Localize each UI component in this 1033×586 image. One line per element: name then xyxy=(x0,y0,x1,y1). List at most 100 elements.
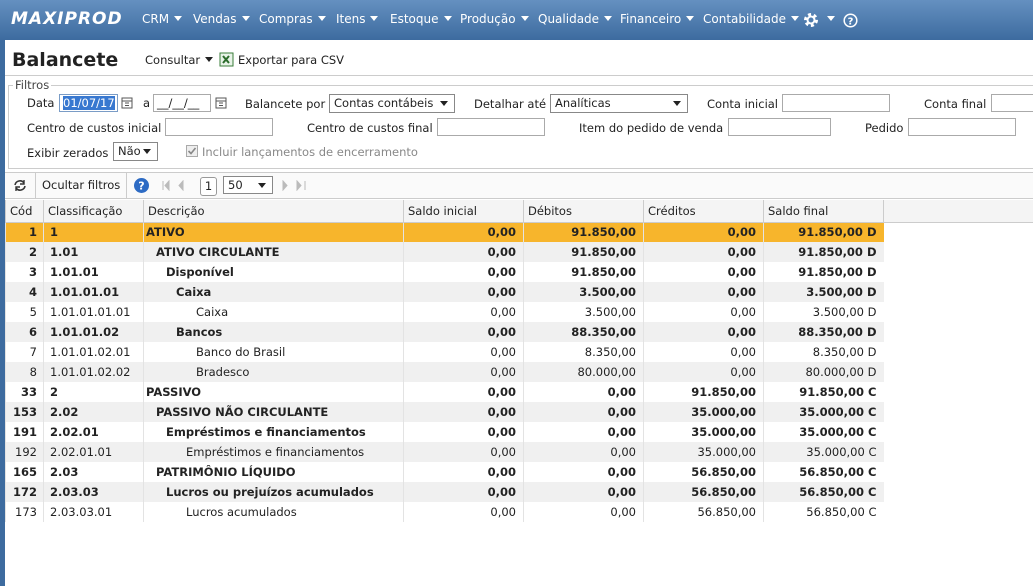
cell: 56.850,00 xyxy=(644,482,764,502)
cell: 56.850,00 C xyxy=(764,462,884,482)
select[interactable]: Não xyxy=(113,142,158,161)
column-header[interactable]: Saldo final xyxy=(764,200,884,222)
table-row[interactable]: 1922.02.01.01Empréstimos e financiamento… xyxy=(6,442,1033,462)
menu-item[interactable]: Vendas xyxy=(193,12,250,26)
text-input[interactable] xyxy=(991,94,1033,112)
cell: 1.01 xyxy=(44,242,144,262)
table-row[interactable]: 332PASSIVO0,000,0091.850,0091.850,00 C xyxy=(6,382,1033,402)
label: Pedido xyxy=(865,121,903,135)
menu-item[interactable]: Compras xyxy=(259,12,326,26)
column-header[interactable]: Débitos xyxy=(524,200,644,222)
column-header[interactable]: Descrição xyxy=(144,200,404,222)
page-number[interactable]: 1 xyxy=(200,177,217,196)
text-input[interactable] xyxy=(728,118,831,136)
cell: 5 xyxy=(6,302,44,322)
column-header[interactable]: Cód xyxy=(6,200,44,222)
cell-empty xyxy=(884,482,1033,502)
table-row[interactable]: 31.01.01Disponível0,0091.850,000,0091.85… xyxy=(6,262,1033,282)
menu-item[interactable]: CRM xyxy=(142,12,182,26)
text-input[interactable] xyxy=(165,118,273,136)
cell: 35.000,00 C xyxy=(764,422,884,442)
table-row[interactable]: 1722.03.03Lucros ou prejuízos acumulados… xyxy=(6,482,1033,502)
cell: 91.850,00 D xyxy=(764,262,884,282)
text-input[interactable] xyxy=(782,94,890,112)
date-from[interactable]: 01/07/17 xyxy=(59,94,118,112)
menu-item[interactable]: Contabilidade xyxy=(703,12,799,26)
menu-item[interactable]: Itens xyxy=(336,12,378,26)
pager-prev[interactable] xyxy=(161,180,201,191)
menu-label[interactable]: Estoque xyxy=(390,12,439,26)
table-row[interactable]: 11ATIVO0,0091.850,000,0091.850,00 D xyxy=(6,222,1033,242)
cell: 0,00 xyxy=(644,262,764,282)
pager-next[interactable] xyxy=(279,180,309,191)
cell: 0,00 xyxy=(644,282,764,302)
cell: 4 xyxy=(6,282,44,302)
cell: 56.850,00 C xyxy=(764,502,884,522)
table-row[interactable]: 81.01.01.02.02Bradesco0,0080.000,000,008… xyxy=(6,362,1033,382)
cell: 0,00 xyxy=(404,382,524,402)
cell: 1 xyxy=(44,222,144,242)
logo[interactable]: MAXIPROD xyxy=(11,9,123,29)
select[interactable]: Analíticas xyxy=(550,94,688,113)
table-row[interactable]: 1652.03PATRIMÔNIO LÍQUIDO0,000,0056.850,… xyxy=(6,462,1033,482)
menu-label[interactable]: Compras xyxy=(259,12,313,26)
svg-text:?: ? xyxy=(138,180,144,193)
cell-empty xyxy=(884,462,1033,482)
table-row[interactable]: 1732.03.03.01Lucros acumulados0,000,0056… xyxy=(6,502,1033,522)
caret xyxy=(673,101,681,106)
caret xyxy=(242,16,250,21)
cell-empty xyxy=(884,242,1033,262)
table-row[interactable]: 51.01.01.01.01Caixa0,003.500,000,003.500… xyxy=(6,302,1033,322)
text-input[interactable] xyxy=(437,118,545,136)
menu-item[interactable]: Financeiro xyxy=(620,12,694,26)
column-header[interactable]: Classificação xyxy=(44,200,144,222)
button-label[interactable]: Ocultar filtros xyxy=(42,178,120,192)
menu-label[interactable]: Itens xyxy=(336,12,365,26)
cell: 153 xyxy=(6,402,44,422)
cell: Bancos xyxy=(144,322,404,342)
menu-item[interactable]: Qualidade xyxy=(538,12,612,26)
help-icon[interactable]: ? xyxy=(843,13,858,28)
caret xyxy=(440,101,448,106)
checkbox[interactable] xyxy=(186,145,198,157)
column-header[interactable]: Créditos xyxy=(644,200,764,222)
menu-label[interactable]: Financeiro xyxy=(620,12,681,26)
cell: Bradesco xyxy=(144,362,404,382)
export-csv[interactable]: Exportar para CSV xyxy=(238,53,344,67)
cell-empty xyxy=(884,342,1033,362)
table-row[interactable]: 1912.02.01Empréstimos e financiamentos0,… xyxy=(6,422,1033,442)
cell: 0,00 xyxy=(404,302,524,322)
consult-menu[interactable]: Consultar xyxy=(145,53,213,67)
menu-label[interactable]: Vendas xyxy=(193,12,237,26)
table-row[interactable]: 41.01.01.01Caixa0,003.500,000,003.500,00… xyxy=(6,282,1033,302)
date-to[interactable]: __/__/__ xyxy=(153,94,211,112)
help-icon[interactable]: ? xyxy=(133,177,150,194)
calendar-icon[interactable] xyxy=(121,96,133,109)
column-header[interactable]: Saldo inicial xyxy=(404,200,524,222)
menu-label[interactable]: Produção xyxy=(460,12,516,26)
menu-label[interactable]: Qualidade xyxy=(538,12,599,26)
excel-icon[interactable] xyxy=(219,52,234,67)
cell: 0,00 xyxy=(524,422,644,442)
menu-item[interactable]: Estoque xyxy=(390,12,452,26)
menu-label[interactable]: Contabilidade xyxy=(703,12,786,26)
top-nav: MAXIPROD CRM Vendas Compras Itens Estoque Pro… xyxy=(0,0,1033,40)
column-header-empty xyxy=(884,200,1033,222)
refresh-icon[interactable] xyxy=(13,179,27,192)
consult-label[interactable]: Consultar xyxy=(145,53,200,67)
table-row[interactable]: 61.01.01.02Bancos0,0088.350,000,0088.350… xyxy=(6,322,1033,342)
select[interactable]: Contas contábeis xyxy=(329,94,455,113)
menu-item[interactable]: Produção xyxy=(460,12,529,26)
table-row[interactable]: 1532.02PASSIVO NÃO CIRCULANTE0,000,0035.… xyxy=(6,402,1033,422)
menu-label[interactable]: CRM xyxy=(142,12,169,26)
text-input[interactable] xyxy=(908,118,1016,136)
table-row[interactable]: 21.01ATIVO CIRCULANTE0,0091.850,000,0091… xyxy=(6,242,1033,262)
calendar-icon[interactable] xyxy=(215,96,227,109)
cell: Empréstimos e financiamentos xyxy=(144,422,404,442)
cell: PATRIMÔNIO LÍQUIDO xyxy=(144,462,404,482)
table-row[interactable]: 71.01.01.02.01Banco do Brasil0,008.350,0… xyxy=(6,342,1033,362)
settings-caret[interactable] xyxy=(827,16,835,21)
page-size[interactable]: 50 xyxy=(223,176,273,194)
settings-icon[interactable] xyxy=(802,11,820,29)
hide-filters-button[interactable]: Ocultar filtros xyxy=(35,173,127,198)
